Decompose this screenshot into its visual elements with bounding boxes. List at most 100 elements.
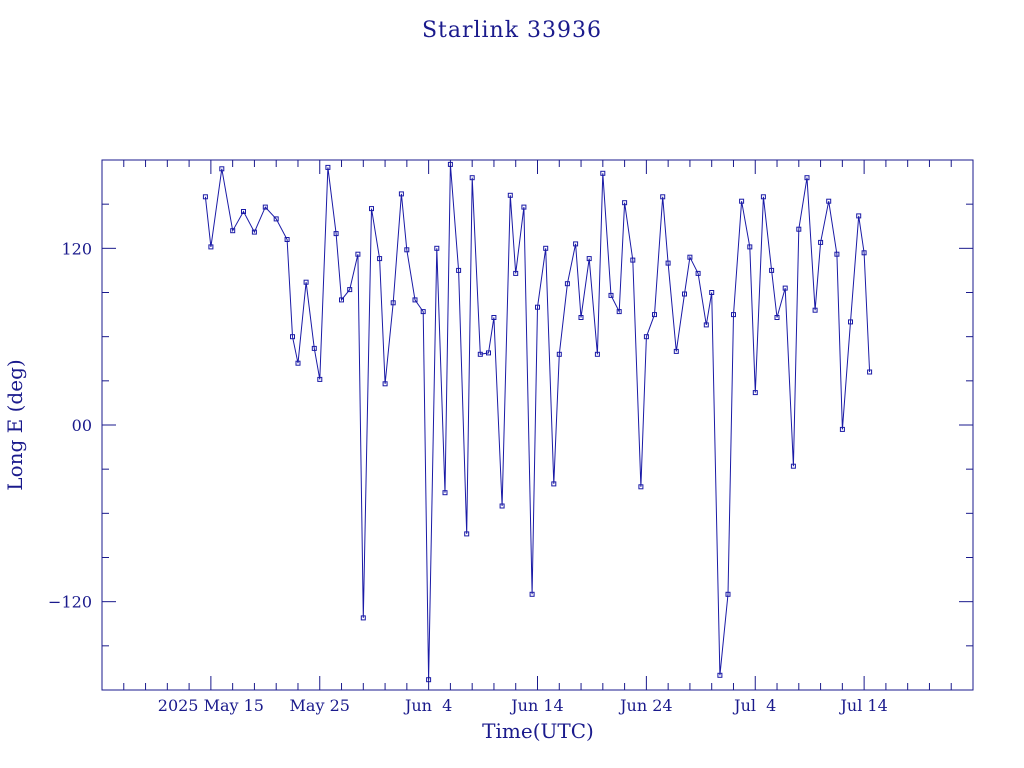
data-point (529, 591, 535, 597)
data-point (404, 247, 410, 253)
y-axis: 120 00 −120 (48, 203, 973, 647)
data-point (491, 315, 497, 320)
data-point (347, 287, 353, 293)
data-point (616, 309, 622, 315)
data-point (717, 672, 723, 678)
plot-area (202, 161, 873, 683)
data-point (333, 231, 339, 237)
data-point (551, 481, 557, 487)
data-point (867, 369, 873, 375)
data-point (709, 290, 715, 295)
data-point (769, 267, 775, 273)
data-point (804, 175, 810, 181)
data-point (325, 164, 331, 170)
data-point (790, 463, 796, 469)
data-point (818, 239, 824, 245)
data-point (262, 204, 268, 210)
data-point (303, 279, 309, 285)
data-point (747, 244, 753, 250)
data-point (638, 484, 644, 490)
data-point (848, 319, 853, 325)
data-point (486, 350, 491, 356)
data-point (760, 194, 766, 200)
data-point (317, 376, 323, 382)
data-point (442, 490, 448, 496)
data-point (643, 334, 649, 340)
x-tick-label: 2025 May 15 (158, 696, 264, 715)
data-point (241, 209, 246, 214)
data-point (861, 250, 867, 256)
data-point (412, 297, 418, 303)
data-point (360, 615, 366, 621)
x-tick-label: May 25 (290, 696, 350, 715)
data-point (796, 226, 802, 232)
data-point (355, 251, 361, 257)
data-point (499, 503, 505, 509)
data-point (469, 175, 475, 181)
data-point (208, 244, 214, 250)
data-point (687, 254, 693, 260)
data-point (739, 198, 745, 204)
data-point (513, 270, 519, 276)
series-line (204, 164, 871, 680)
data-point (230, 228, 236, 234)
data-point (725, 591, 731, 597)
data-point (219, 166, 225, 172)
data-point (608, 292, 614, 298)
chart-title: Starlink 33936 (422, 18, 602, 43)
data-point (660, 194, 666, 200)
x-tick-label: Jul 4 (732, 696, 776, 715)
data-point (273, 216, 279, 222)
data-point (543, 245, 549, 251)
x-tick-label: Jun 4 (403, 696, 452, 715)
data-point (665, 260, 671, 266)
data-point (731, 312, 736, 318)
data-point (390, 300, 396, 306)
data-point (652, 312, 657, 318)
data-point (202, 194, 208, 200)
data-point (839, 426, 845, 432)
data-point (456, 267, 462, 273)
data-point (812, 307, 818, 313)
data-point (420, 309, 426, 315)
data-point (311, 345, 317, 351)
y-axis-label: Long E (deg) (3, 359, 27, 490)
data-point (752, 390, 758, 396)
data-point (251, 229, 257, 235)
data-point (556, 351, 562, 357)
data-point (622, 200, 628, 206)
data-point (464, 531, 470, 537)
x-tick-label: Jun 14 (509, 696, 563, 715)
data-point (695, 270, 701, 276)
data-point (578, 315, 584, 320)
data-point (477, 351, 483, 357)
data-point (535, 304, 540, 310)
data-point (594, 351, 600, 357)
data-point (573, 241, 579, 247)
data-point (398, 191, 404, 197)
data-point (856, 213, 862, 219)
y-tick-label: 00 (72, 416, 92, 435)
data-point (782, 285, 788, 291)
x-axis: 2025 May 15 May 25 Jun 4 Jun 14 Jun 24 Jul 4 J… (123, 160, 952, 715)
data-point (521, 204, 527, 210)
data-point (774, 315, 780, 320)
x-axis-label: Time(UTC) (482, 719, 594, 743)
data-point (826, 198, 832, 204)
data-point (630, 257, 636, 263)
data-point (377, 256, 383, 262)
x-tick-label: Jul 14 (838, 696, 887, 715)
data-point (600, 170, 606, 176)
data-point (284, 237, 290, 242)
y-tick-label: 120 (61, 239, 92, 258)
data-point (834, 251, 840, 257)
data-point (703, 322, 709, 328)
data-point (564, 281, 570, 287)
data-point (586, 256, 592, 262)
data-point (682, 291, 687, 297)
data-point (369, 206, 374, 212)
x-tick-label: Jun 24 (618, 696, 672, 715)
data-point (339, 297, 344, 303)
data-point (290, 334, 295, 340)
